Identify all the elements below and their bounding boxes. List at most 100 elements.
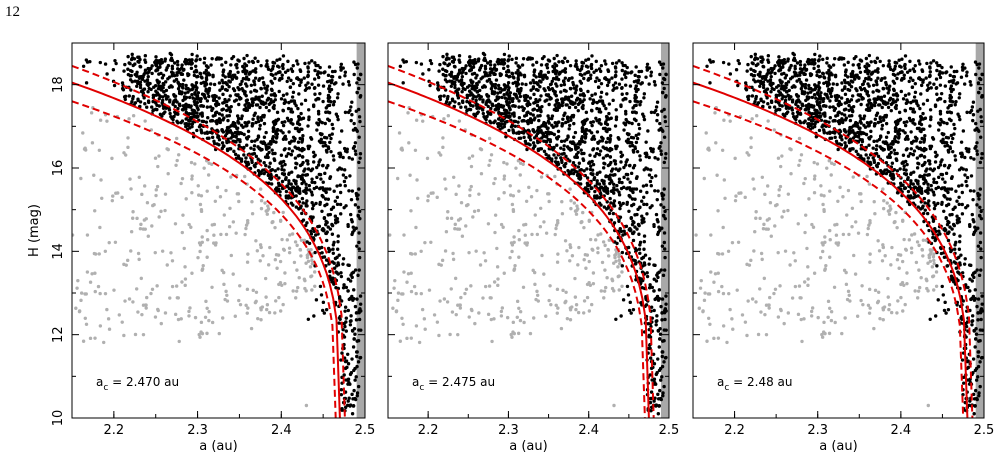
grey-point bbox=[853, 272, 858, 276]
dark-point bbox=[342, 283, 346, 287]
grey-point bbox=[153, 156, 158, 160]
grey-point bbox=[780, 154, 784, 158]
dark-point bbox=[130, 80, 134, 84]
dark-point bbox=[574, 147, 578, 151]
dark-point bbox=[931, 190, 936, 194]
dark-point bbox=[590, 172, 595, 177]
grey-point bbox=[899, 282, 903, 287]
dark-point bbox=[498, 90, 503, 94]
dark-point bbox=[295, 185, 300, 189]
dark-point bbox=[264, 86, 269, 91]
dark-point bbox=[922, 196, 927, 201]
grey-point bbox=[796, 222, 800, 226]
dark-point bbox=[339, 388, 344, 392]
dark-point bbox=[340, 351, 344, 355]
dark-point bbox=[328, 79, 332, 83]
dark-point bbox=[658, 388, 662, 393]
dark-point bbox=[556, 77, 561, 82]
grey-point bbox=[925, 278, 929, 283]
dark-point bbox=[629, 171, 634, 176]
grey-point bbox=[822, 209, 826, 214]
grey-point bbox=[93, 336, 97, 340]
dark-point bbox=[255, 137, 259, 142]
dark-point bbox=[442, 94, 446, 98]
grey-point bbox=[229, 253, 234, 258]
grey-point bbox=[492, 317, 496, 321]
dark-point bbox=[347, 156, 351, 160]
dark-point bbox=[202, 56, 207, 61]
grey-point bbox=[207, 318, 211, 323]
grey-point bbox=[426, 198, 430, 203]
dark-point bbox=[579, 168, 584, 172]
dark-point bbox=[603, 59, 607, 63]
grey-point bbox=[256, 316, 260, 321]
dark-point bbox=[307, 86, 312, 90]
grey-point bbox=[131, 210, 135, 214]
grey-point bbox=[410, 252, 414, 256]
grey-point bbox=[402, 270, 406, 274]
grey-point bbox=[400, 316, 404, 320]
grey-point bbox=[776, 156, 781, 160]
grey-point bbox=[309, 247, 313, 252]
dark-point bbox=[296, 140, 301, 144]
dark-point bbox=[269, 97, 273, 102]
dark-point bbox=[607, 127, 612, 131]
dark-point bbox=[555, 53, 559, 58]
grey-point bbox=[602, 296, 606, 300]
dark-point bbox=[154, 55, 158, 59]
grey-point bbox=[482, 251, 486, 255]
dark-point bbox=[449, 84, 454, 88]
dark-point bbox=[559, 158, 564, 163]
y-tick-label: 14 bbox=[51, 243, 66, 260]
dark-point bbox=[235, 114, 240, 118]
dark-point bbox=[227, 114, 232, 118]
grey-point bbox=[449, 216, 454, 221]
dark-point bbox=[346, 224, 350, 229]
dark-point bbox=[352, 368, 356, 373]
grey-point bbox=[288, 233, 292, 237]
dark-point bbox=[479, 77, 483, 81]
dark-point bbox=[294, 179, 298, 183]
dark-point bbox=[522, 114, 527, 118]
dark-point bbox=[249, 146, 253, 150]
grey-point bbox=[196, 255, 200, 260]
dark-point bbox=[463, 87, 467, 92]
grey-point bbox=[895, 257, 900, 262]
dark-point bbox=[307, 188, 312, 192]
grey-point bbox=[728, 307, 732, 312]
dark-point bbox=[327, 87, 331, 91]
dark-point bbox=[351, 298, 355, 302]
dark-point bbox=[273, 169, 277, 173]
dark-point bbox=[609, 160, 613, 165]
dark-point bbox=[192, 112, 196, 116]
dark-point bbox=[594, 59, 598, 64]
dark-point bbox=[647, 66, 652, 70]
dark-point bbox=[238, 139, 242, 144]
dark-point bbox=[318, 65, 322, 70]
grey-point bbox=[761, 227, 766, 231]
dark-point bbox=[649, 184, 653, 188]
dark-point bbox=[635, 227, 639, 231]
dark-point bbox=[590, 186, 594, 190]
dark-point bbox=[639, 100, 643, 104]
grey-point bbox=[402, 233, 406, 237]
grey-point bbox=[456, 332, 460, 337]
dark-point bbox=[662, 135, 667, 139]
dark-point bbox=[244, 98, 249, 103]
dark-point bbox=[123, 97, 128, 102]
dark-point bbox=[589, 120, 593, 125]
grey-point bbox=[574, 212, 579, 216]
x-axis-label: a (au) bbox=[199, 439, 237, 454]
dark-point bbox=[663, 308, 667, 313]
dark-point bbox=[647, 333, 651, 338]
grey-point bbox=[712, 280, 716, 284]
dark-point bbox=[284, 154, 289, 158]
grey-point bbox=[144, 217, 148, 221]
dark-point bbox=[249, 103, 253, 107]
dark-point bbox=[354, 128, 359, 132]
dark-point bbox=[205, 73, 209, 78]
dark-point bbox=[571, 82, 576, 87]
grey-point bbox=[397, 131, 402, 135]
x-tick-label: 2.3 bbox=[187, 423, 208, 438]
dark-point bbox=[660, 90, 665, 95]
